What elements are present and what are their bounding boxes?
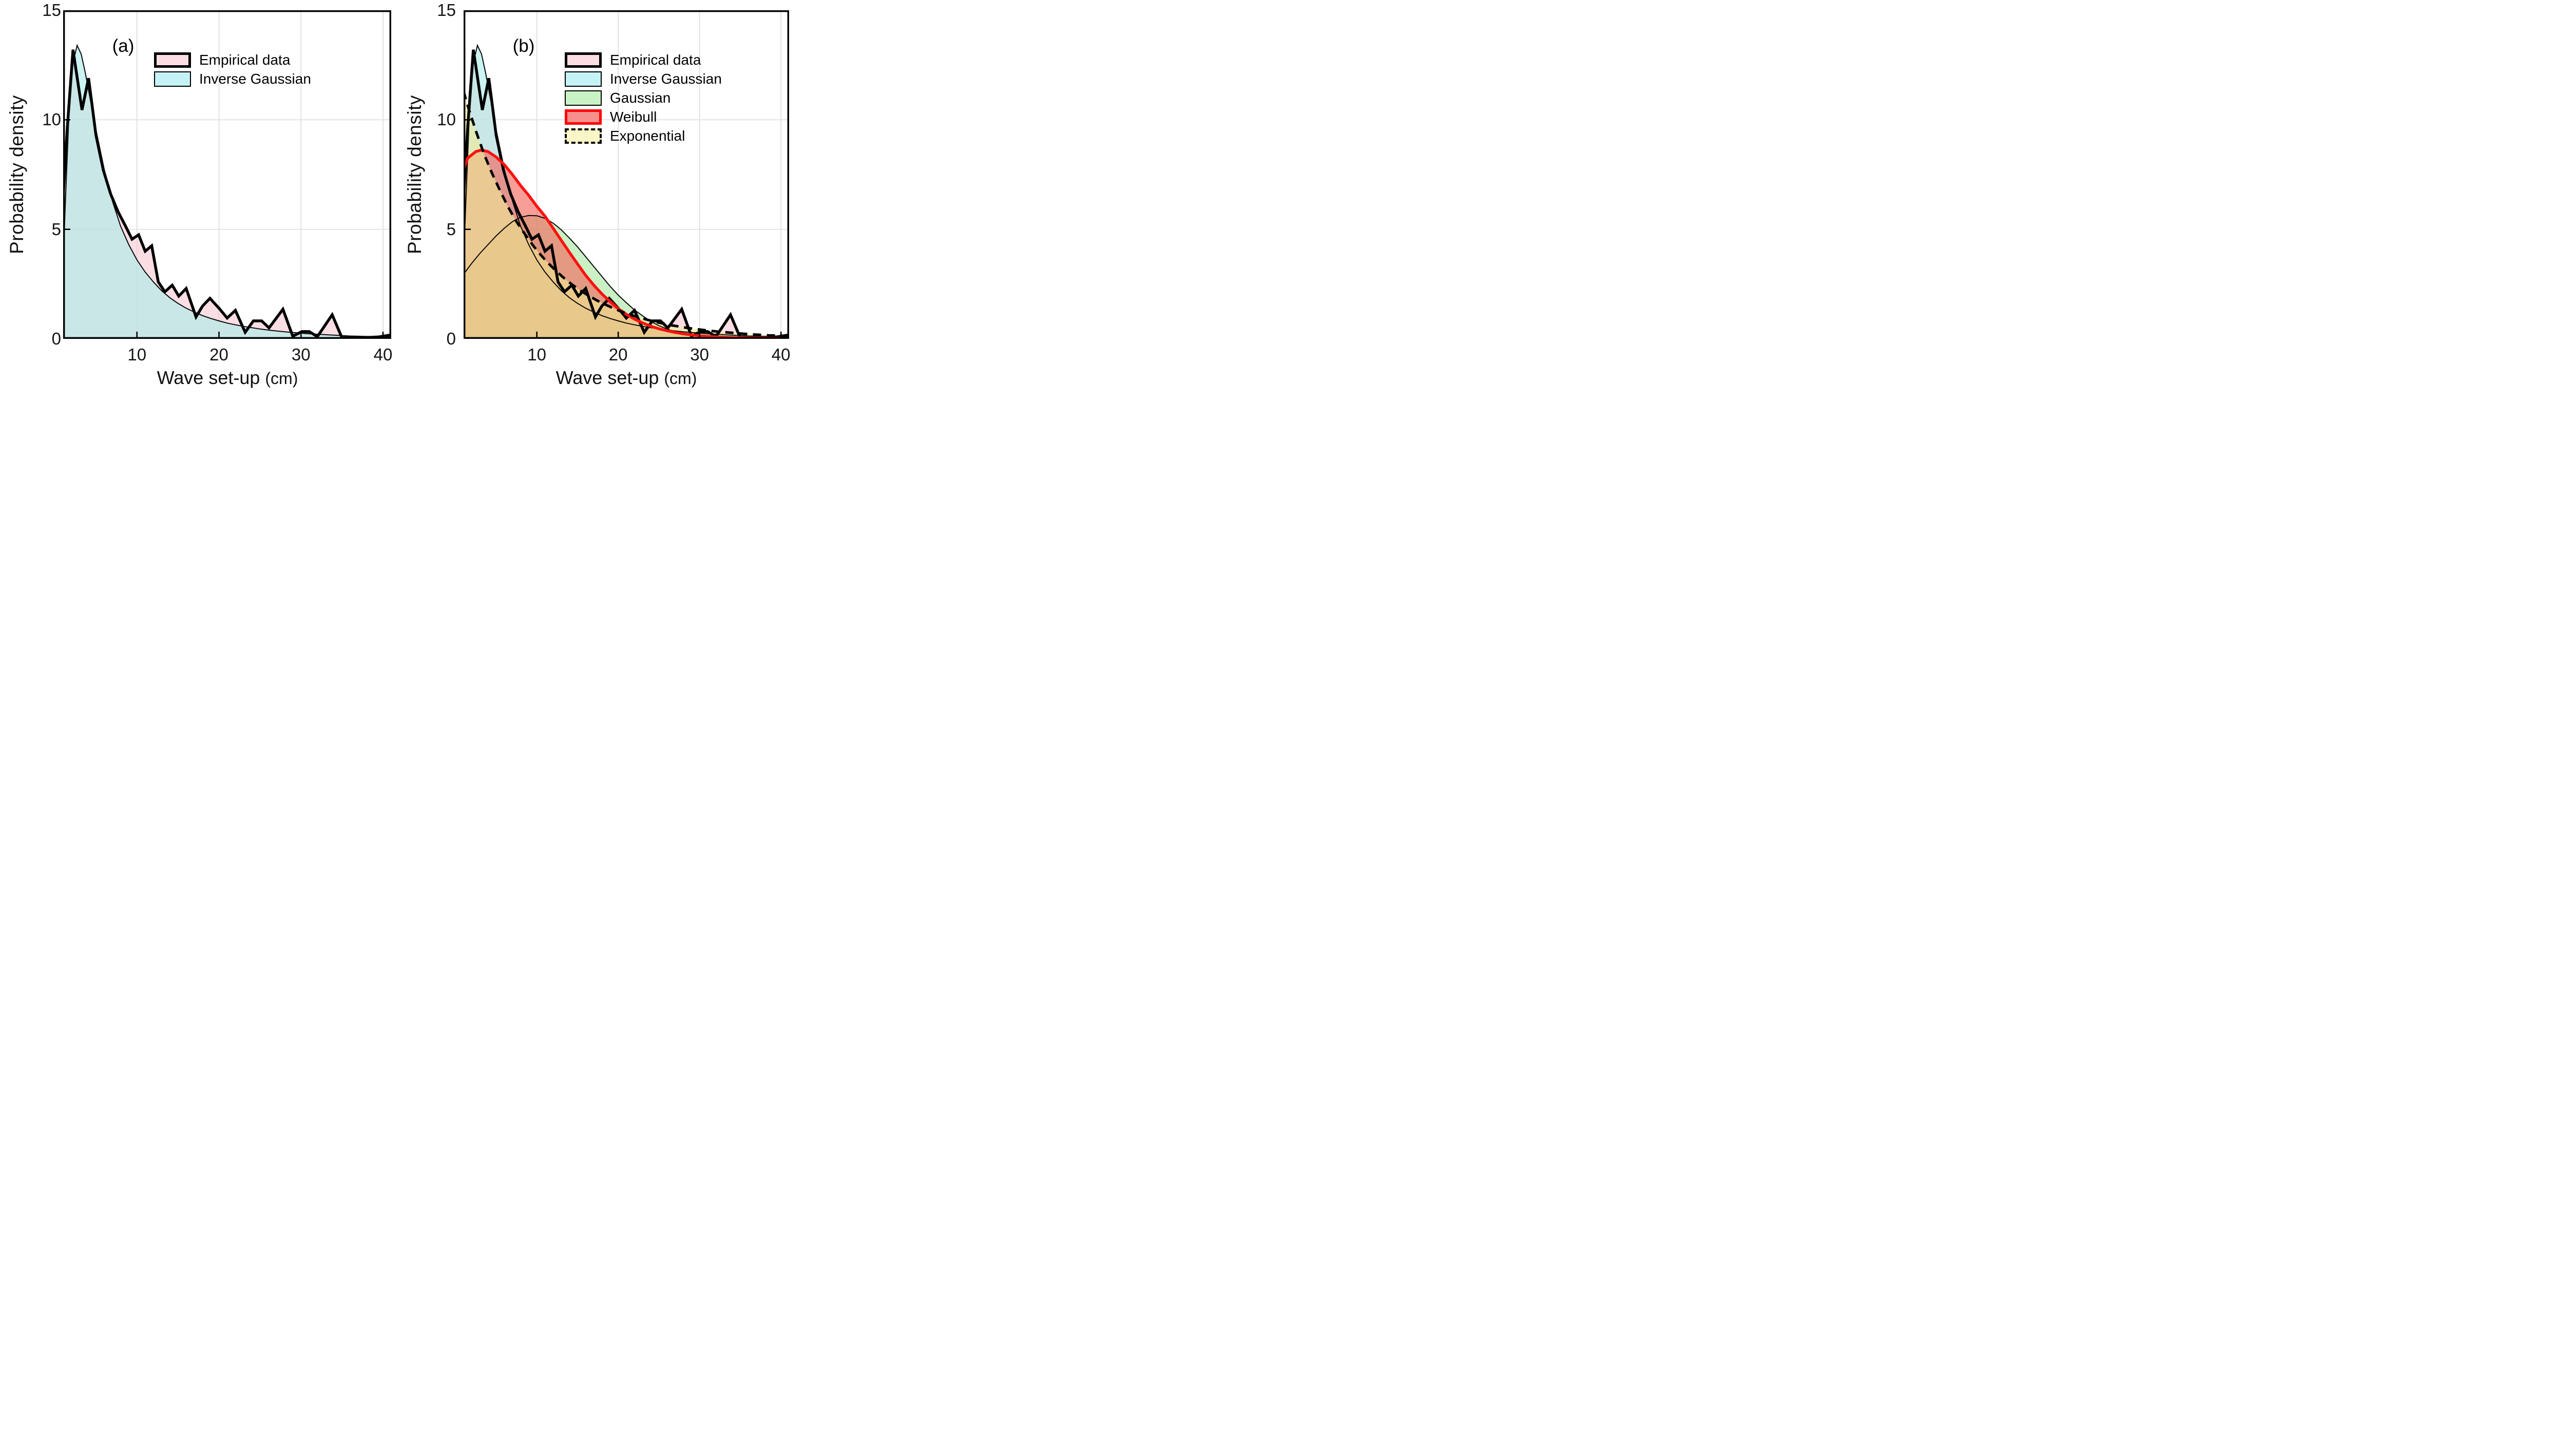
- x-axis-label-b: Wave set-up (cm): [556, 367, 697, 389]
- legend-label-empirical: Empirical data: [610, 52, 701, 68]
- legend-label-empirical: Empirical data: [199, 52, 291, 68]
- legend-swatch-weibull: [565, 109, 602, 125]
- legend-swatch-gaussian: [565, 90, 602, 106]
- legend-swatch-empirical: [565, 52, 602, 68]
- figure: Probability density Probability density …: [0, 0, 801, 405]
- series-area-empirical: [63, 49, 391, 339]
- x-axis-label-b-text: Wave set-up: [555, 367, 664, 388]
- panel-a-svg: [63, 10, 391, 339]
- x-axis-label-a-text: Wave set-up: [157, 367, 265, 388]
- legend-label-weibull: Weibull: [610, 109, 657, 125]
- panel-a-plot-area: [63, 10, 391, 339]
- y-tick-label: 0: [446, 329, 456, 348]
- y-tick-label: 10: [42, 110, 61, 129]
- y-tick-label: 10: [437, 110, 456, 129]
- y-tick-label: 5: [51, 219, 61, 239]
- x-tick-label: 30: [291, 345, 311, 364]
- series-area-inverse_gaussian: [63, 45, 391, 339]
- legend-label-inverse_gaussian: Inverse Gaussian: [610, 71, 722, 87]
- x-tick-label: 10: [127, 345, 147, 364]
- series-line-inverse_gaussian: [464, 44, 789, 338]
- legend-swatch-inverse_gaussian: [565, 71, 602, 87]
- x-tick-label: 20: [209, 345, 228, 364]
- y-tick-label: 15: [437, 1, 456, 20]
- panel-b-plot-area: [464, 10, 789, 339]
- x-axis-label-a-unit: (cm): [265, 369, 298, 388]
- series-line-exponential: [464, 91, 789, 337]
- legend-item-empirical: Empirical data: [565, 52, 722, 68]
- panel-label-b: (b): [512, 36, 535, 56]
- legend-item-inverse_gaussian: Inverse Gaussian: [565, 71, 722, 87]
- legend-b: Empirical data Inverse Gaussian Gaussian We…: [565, 52, 722, 147]
- legend-swatch-inverse_gaussian: [154, 71, 191, 87]
- panel-b-svg: [464, 10, 789, 339]
- x-tick-label: 40: [373, 345, 393, 364]
- x-axis-label-a: Wave set-up (cm): [157, 367, 298, 389]
- axes-frame: [464, 10, 789, 339]
- legend-item-gaussian: Gaussian: [565, 90, 722, 106]
- x-tick-label: 10: [527, 345, 546, 364]
- legend-label-inverse_gaussian: Inverse Gaussian: [199, 71, 311, 87]
- y-tick-label: 5: [446, 219, 456, 239]
- legend-swatch-exponential: [565, 128, 602, 144]
- legend-label-exponential: Exponential: [610, 128, 685, 144]
- axes-frame: [63, 10, 391, 339]
- x-tick-label: 40: [771, 345, 791, 364]
- legend-a: Empirical data Inverse Gaussian: [154, 52, 311, 90]
- legend-item-exponential: Exponential: [565, 128, 722, 144]
- y-tick-label: 15: [42, 1, 61, 20]
- x-tick-label: 30: [690, 345, 709, 364]
- legend-item-empirical: Empirical data: [154, 52, 311, 68]
- legend-swatch-empirical: [154, 52, 191, 68]
- series-line-inverse_gaussian: [63, 44, 391, 338]
- legend-label-gaussian: Gaussian: [610, 90, 671, 106]
- series-area-exponential: [464, 91, 789, 339]
- panel-label-a: (a): [112, 36, 135, 56]
- x-axis-label-b-unit: (cm): [664, 369, 697, 388]
- legend-item-inverse_gaussian: Inverse Gaussian: [154, 71, 311, 87]
- y-tick-label: 0: [51, 329, 61, 348]
- x-tick-label: 20: [608, 345, 628, 364]
- legend-item-weibull: Weibull: [565, 109, 722, 125]
